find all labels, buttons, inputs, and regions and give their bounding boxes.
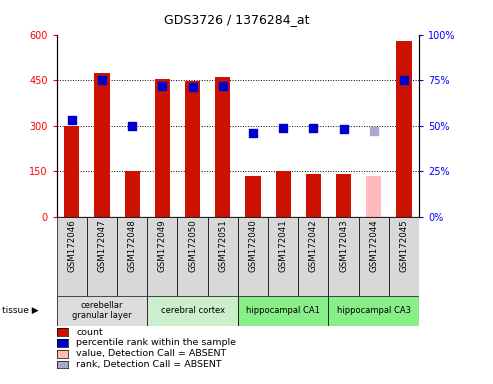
Bar — [306, 174, 321, 217]
Text: GSM172042: GSM172042 — [309, 219, 318, 272]
Bar — [87, 217, 117, 296]
Text: GSM172049: GSM172049 — [158, 219, 167, 272]
Bar — [185, 81, 200, 217]
Text: cerebral cortex: cerebral cortex — [161, 306, 225, 315]
Bar — [125, 171, 140, 217]
Bar — [366, 176, 381, 217]
Text: GDS3726 / 1376284_at: GDS3726 / 1376284_at — [164, 13, 310, 26]
Point — [68, 117, 76, 123]
Bar — [246, 176, 260, 217]
Text: GSM172044: GSM172044 — [369, 219, 378, 272]
Bar — [208, 217, 238, 296]
Point — [219, 83, 227, 89]
Bar — [328, 296, 419, 326]
Point — [340, 126, 348, 132]
Bar — [64, 126, 79, 217]
Bar — [155, 79, 170, 217]
Bar — [177, 217, 208, 296]
Bar — [336, 174, 351, 217]
Text: rank, Detection Call = ABSENT: rank, Detection Call = ABSENT — [76, 360, 222, 369]
Point — [128, 123, 136, 129]
Point — [370, 128, 378, 134]
Text: GSM172043: GSM172043 — [339, 219, 348, 272]
Bar — [95, 73, 109, 217]
Text: percentile rank within the sample: percentile rank within the sample — [76, 338, 237, 348]
Text: count: count — [76, 328, 103, 337]
Text: tissue ▶: tissue ▶ — [2, 306, 39, 315]
Bar — [276, 171, 291, 217]
Text: hippocampal CA1: hippocampal CA1 — [246, 306, 320, 315]
Bar — [238, 296, 328, 326]
Bar — [298, 217, 328, 296]
Point — [400, 77, 408, 83]
Bar — [396, 41, 412, 217]
Text: value, Detection Call = ABSENT: value, Detection Call = ABSENT — [76, 349, 227, 358]
Bar — [147, 296, 238, 326]
Text: GSM172051: GSM172051 — [218, 219, 227, 272]
Text: GSM172050: GSM172050 — [188, 219, 197, 272]
Point — [279, 124, 287, 131]
Text: cerebellar
granular layer: cerebellar granular layer — [72, 301, 132, 320]
Text: GSM172041: GSM172041 — [279, 219, 288, 272]
Point — [98, 77, 106, 83]
Bar — [57, 217, 87, 296]
Bar — [238, 217, 268, 296]
Text: GSM172040: GSM172040 — [248, 219, 257, 272]
Text: GSM172045: GSM172045 — [399, 219, 409, 272]
Text: GSM172047: GSM172047 — [98, 219, 106, 272]
Text: hippocampal CA3: hippocampal CA3 — [337, 306, 411, 315]
Bar — [147, 217, 177, 296]
Text: GSM172048: GSM172048 — [128, 219, 137, 272]
Bar — [389, 217, 419, 296]
Point — [249, 130, 257, 136]
Bar — [117, 217, 147, 296]
Point — [158, 83, 166, 89]
Bar — [215, 77, 230, 217]
Bar — [328, 217, 358, 296]
Bar — [268, 217, 298, 296]
Bar — [57, 296, 147, 326]
Text: GSM172046: GSM172046 — [67, 219, 76, 272]
Point — [189, 84, 197, 91]
Point — [310, 124, 317, 131]
Bar — [359, 217, 389, 296]
